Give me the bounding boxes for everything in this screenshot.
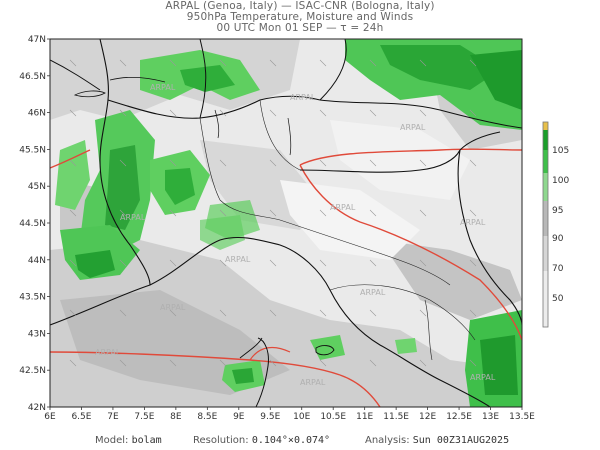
model-label: Model: bbox=[95, 435, 129, 446]
analysis-label: Analysis: bbox=[365, 435, 410, 446]
svg-text:ARPAL: ARPAL bbox=[95, 348, 121, 357]
svg-text:ARPAL: ARPAL bbox=[400, 123, 426, 132]
lon-tick-label: 10E bbox=[293, 412, 310, 422]
watermarks: ARPAL ARPAL ARPAL ARPAL ARPAL ARPAL ARPA… bbox=[95, 83, 496, 387]
lon-tick-label: 8.5E bbox=[197, 412, 217, 422]
longitude-axis: 6E 6.5E 7E 7.5E 8E 8.5E 9E 9.5E 10E 10.5E 11E 11.5E… bbox=[44, 407, 535, 422]
footer-analysis: Analysis: Sun 00Z31AUG2025 bbox=[365, 435, 509, 446]
colorbar-label: 105 bbox=[552, 146, 569, 156]
svg-text:ARPAL: ARPAL bbox=[330, 203, 356, 212]
lat-tick-label: 47N bbox=[28, 35, 46, 45]
footer-resolution: Resolution: 0.104°×0.074° bbox=[193, 435, 330, 446]
lon-tick-label: 12E bbox=[419, 412, 436, 422]
lon-tick-label: 13.5E bbox=[509, 412, 535, 422]
lon-tick-label: 8E bbox=[170, 412, 182, 422]
lon-tick-label: 9.5E bbox=[260, 412, 280, 422]
svg-text:ARPAL: ARPAL bbox=[225, 255, 251, 264]
lat-tick-label: 45N bbox=[28, 182, 46, 192]
map-field: ARPAL ARPAL ARPAL ARPAL ARPAL ARPAL ARPA… bbox=[50, 39, 522, 407]
colorbar-label: 50 bbox=[552, 294, 564, 304]
colorbar bbox=[542, 121, 549, 328]
colorbar-band bbox=[543, 173, 548, 201]
lon-tick-label: 11.5E bbox=[383, 412, 409, 422]
lat-tick-label: 42N bbox=[28, 403, 46, 413]
colorbar-band bbox=[543, 150, 548, 173]
lon-tick-label: 11E bbox=[356, 412, 373, 422]
lon-tick-label: 6.5E bbox=[71, 412, 91, 422]
svg-text:ARPAL: ARPAL bbox=[300, 378, 326, 387]
lat-tick-label: 44.5N bbox=[19, 219, 46, 229]
wind-barbs bbox=[69, 59, 477, 367]
header-title-line2: 950hPa Temperature, Moisture and Winds bbox=[186, 11, 414, 23]
lon-tick-label: 7.5E bbox=[134, 412, 154, 422]
lat-tick-label: 43N bbox=[28, 329, 46, 339]
lon-tick-label: 10.5E bbox=[320, 412, 346, 422]
svg-text:ARPAL: ARPAL bbox=[120, 213, 146, 222]
lat-tick-label: 44N bbox=[28, 256, 46, 266]
colorbar-band bbox=[543, 122, 548, 130]
footer-model: Model: bolam bbox=[95, 435, 162, 446]
header-title-line1: ARPAL (Genoa, Italy) — ISAC-CNR (Bologna… bbox=[165, 0, 435, 12]
lat-tick-label: 46N bbox=[28, 109, 46, 119]
colorbar-label: 100 bbox=[552, 176, 569, 186]
svg-text:ARPAL: ARPAL bbox=[360, 288, 386, 297]
lat-tick-label: 45.5N bbox=[19, 145, 46, 155]
resolution-value: 0.104°×0.074° bbox=[251, 435, 331, 446]
lon-tick-label: 7E bbox=[107, 412, 119, 422]
colorbar-labels: 105 100 95 90 70 50 bbox=[552, 146, 569, 304]
lon-tick-label: 6E bbox=[44, 412, 56, 422]
colorbar-band bbox=[543, 271, 548, 327]
colorbar-frame bbox=[542, 121, 549, 328]
lon-tick-label: 12.5E bbox=[446, 412, 472, 422]
resolution-label: Resolution: bbox=[193, 435, 249, 446]
colorbar-band bbox=[543, 130, 548, 150]
colorbar-label: 95 bbox=[552, 206, 563, 216]
lat-tick-label: 46.5N bbox=[19, 72, 46, 82]
colorbar-label: 70 bbox=[552, 264, 564, 274]
svg-text:ARPAL: ARPAL bbox=[460, 218, 486, 227]
header-title-line3: 00 UTC Mon 01 SEP — τ = 24h bbox=[216, 22, 384, 34]
latitude-axis: 47N 46.5N 46N 45.5N 45N 44.5N 44N 43.5N 43N 42.5N… bbox=[19, 35, 50, 413]
colorbar-band bbox=[543, 201, 548, 236]
svg-text:ARPAL: ARPAL bbox=[150, 83, 176, 92]
analysis-value: Sun 00Z31AUG2025 bbox=[412, 435, 510, 446]
lon-tick-label: 13E bbox=[482, 412, 499, 422]
lat-tick-label: 42.5N bbox=[19, 366, 46, 376]
colorbar-band bbox=[543, 236, 548, 271]
svg-text:ARPAL: ARPAL bbox=[160, 303, 186, 312]
model-value: bolam bbox=[131, 435, 162, 446]
colorbar-label: 90 bbox=[552, 234, 564, 244]
lat-tick-label: 43.5N bbox=[19, 293, 46, 303]
svg-text:ARPAL: ARPAL bbox=[290, 93, 316, 102]
svg-text:ARPAL: ARPAL bbox=[470, 373, 496, 382]
lon-tick-label: 9E bbox=[233, 412, 245, 422]
